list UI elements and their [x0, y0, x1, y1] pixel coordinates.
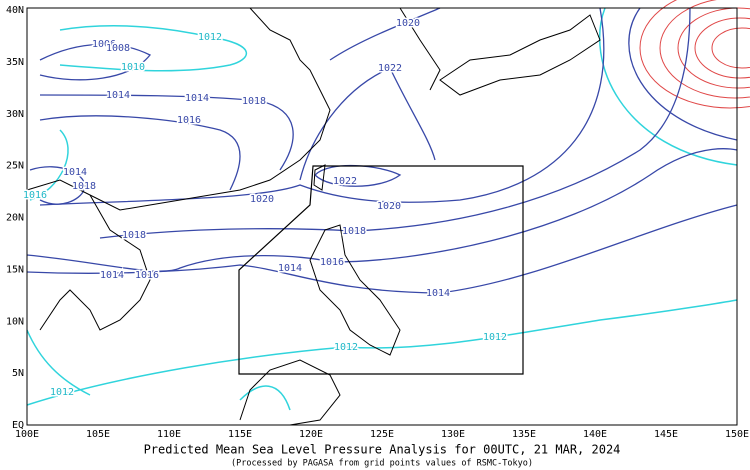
latitude-label: 25N — [6, 161, 24, 172]
isobar — [26, 329, 91, 396]
longitude-label: 130E — [441, 429, 465, 440]
longitude-label: 140E — [583, 429, 607, 440]
longitude-label: 120E — [299, 429, 323, 440]
coastline — [399, 7, 441, 91]
isobar-label: 1016 — [135, 270, 159, 281]
latitude-label: 30N — [6, 109, 24, 120]
isobar — [677, 7, 750, 89]
coastline — [39, 194, 151, 331]
isobar-label: 1006 — [92, 39, 116, 50]
latitude-label: 15N — [6, 264, 24, 275]
isobar — [628, 7, 738, 141]
isobar — [639, 0, 750, 109]
longitude-label: 145E — [654, 429, 678, 440]
isobar — [694, 17, 750, 79]
isobar — [29, 129, 69, 201]
isobar — [711, 27, 750, 69]
isobar — [39, 7, 605, 206]
isobar-label: 1018 — [342, 226, 366, 237]
latitude-label: 35N — [6, 57, 24, 68]
isobar-label: 1012 — [483, 332, 507, 343]
analysis-area — [238, 165, 524, 375]
coastline — [309, 224, 401, 356]
isobar-label: 1016 — [320, 257, 344, 268]
latitude-label: EQ — [12, 420, 24, 431]
isobar-labels: 1020 1022 1014 1014 1018 1016 1014 1018 1020 1022… — [21, 17, 508, 400]
longitude-label: 115E — [228, 429, 252, 440]
isobar — [26, 204, 738, 294]
isobar-label: 1020 — [396, 18, 420, 29]
isobar — [39, 115, 241, 191]
isobar — [39, 94, 294, 171]
isobar-label: 1014 — [278, 263, 302, 274]
isobar-label: 1010 — [121, 62, 145, 73]
isobar-label: 1012 — [198, 32, 222, 43]
isobar — [29, 166, 86, 205]
latitude-label: 10N — [6, 316, 24, 327]
isobar — [329, 7, 441, 61]
isobar — [598, 7, 738, 166]
isobar-label: 1012 — [50, 387, 74, 398]
coastline — [239, 359, 341, 426]
isobar — [299, 67, 436, 181]
coastline — [26, 7, 331, 211]
longitude-label: 110E — [157, 429, 181, 440]
isobar-label: 1018 — [72, 181, 96, 192]
latitude-label: 20N — [6, 213, 24, 224]
isobar — [314, 164, 402, 187]
map-drawing — [26, 0, 750, 426]
longitude-label: 105E — [86, 429, 110, 440]
isobar — [99, 7, 691, 239]
isobar-label: 1014 — [185, 93, 209, 104]
isobar-label: 1008 — [106, 43, 130, 54]
isobar — [39, 43, 152, 81]
isobar-label: 1018 — [242, 96, 266, 107]
isobar — [659, 0, 750, 99]
longitude-label: 100E — [15, 429, 39, 440]
isobar-label: 1014 — [106, 90, 130, 101]
isobar-label: 1022 — [333, 176, 357, 187]
latitude-label: 40N — [6, 5, 24, 16]
isobar-label: 1014 — [100, 270, 124, 281]
subtitle: (Processed by PAGASA from grid points va… — [231, 459, 533, 469]
isobar-label: 1022 — [378, 63, 402, 74]
isobar-label: 1018 — [122, 230, 146, 241]
longitude-label: 150E — [725, 429, 749, 440]
isobar — [26, 299, 738, 406]
coastline — [313, 164, 326, 191]
latitude-label: 5N — [12, 368, 24, 379]
map-frame — [26, 7, 738, 426]
isobar-label: 1012 — [334, 342, 358, 353]
isobar — [26, 148, 738, 272]
coastline — [439, 14, 601, 96]
title: Predicted Mean Sea Level Pressure Analys… — [144, 443, 621, 457]
isobar-label: 1016 — [177, 115, 201, 126]
isobar-label: 1020 — [250, 194, 274, 205]
isobar-label: 1016 — [23, 190, 47, 201]
isobar-label: 1020 — [377, 201, 401, 212]
isobar — [59, 25, 247, 72]
longitude-label: 135E — [512, 429, 536, 440]
isobar-label: 1014 — [63, 167, 87, 178]
isobar-label: 1014 — [426, 288, 450, 299]
isobar — [239, 385, 291, 411]
longitude-label: 125E — [370, 429, 394, 440]
